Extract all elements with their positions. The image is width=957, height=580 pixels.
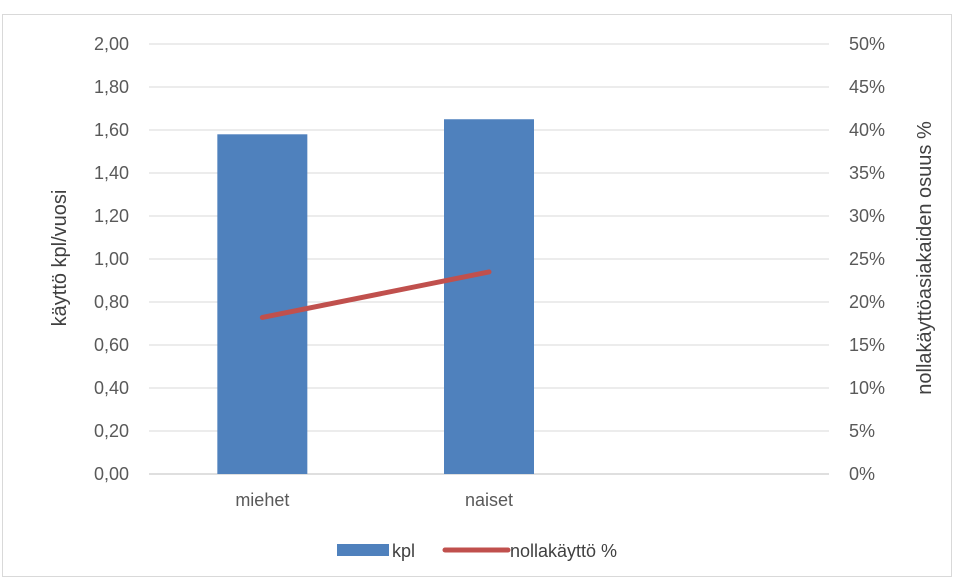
legend: kpl nollakäyttö % [337,541,617,561]
bar [444,119,534,474]
x-tick-label: miehet [235,490,289,510]
y2-tick-label: 0% [849,464,875,484]
legend-label-bar: kpl [392,541,415,561]
y2-tick-label: 25% [849,249,885,269]
y-tick-label: 1,00 [94,249,129,269]
bar [217,134,308,475]
y-axis-right: 0% 5% 10% 15% 20% 25% 30% 35% 40% 45% 50% [849,34,885,484]
line-nollakaytto [259,269,492,320]
y-tick-label: 0,40 [94,378,129,398]
y-axis-left: 0,00 0,20 0,40 0,60 0,80 1,00 1,20 1,40 1,60 1,80… [94,34,129,484]
legend-label-line: nollakäyttö % [510,541,617,561]
y2-tick-label: 30% [849,206,885,226]
x-tick-label: naiset [465,490,513,510]
y-tick-label: 1,40 [94,163,129,183]
y2-tick-label: 5% [849,421,875,441]
bar-series [217,119,534,475]
y-tick-label: 1,80 [94,77,129,97]
y2-tick-label: 50% [849,34,885,54]
x-axis: miehet naiset [235,490,513,510]
y-tick-label: 0,80 [94,292,129,312]
y2-tick-label: 10% [849,378,885,398]
y2-tick-label: 15% [849,335,885,355]
y-tick-label: 0,00 [94,464,129,484]
y2-tick-label: 45% [849,77,885,97]
y2-tick-label: 40% [849,120,885,140]
y2-tick-label: 20% [849,292,885,312]
y-tick-label: 2,00 [94,34,129,54]
y2-axis-title: nollakäyttöasiakaiden osuus % [914,121,936,395]
line-series [259,269,492,320]
y-tick-label: 1,60 [94,120,129,140]
legend-swatch-bar [337,544,389,556]
y-tick-label: 1,20 [94,206,129,226]
y-axis-title: käyttö kpl/vuosi [49,190,71,327]
y-tick-label: 0,20 [94,421,129,441]
y2-tick-label: 35% [849,163,885,183]
y-tick-label: 0,60 [94,335,129,355]
